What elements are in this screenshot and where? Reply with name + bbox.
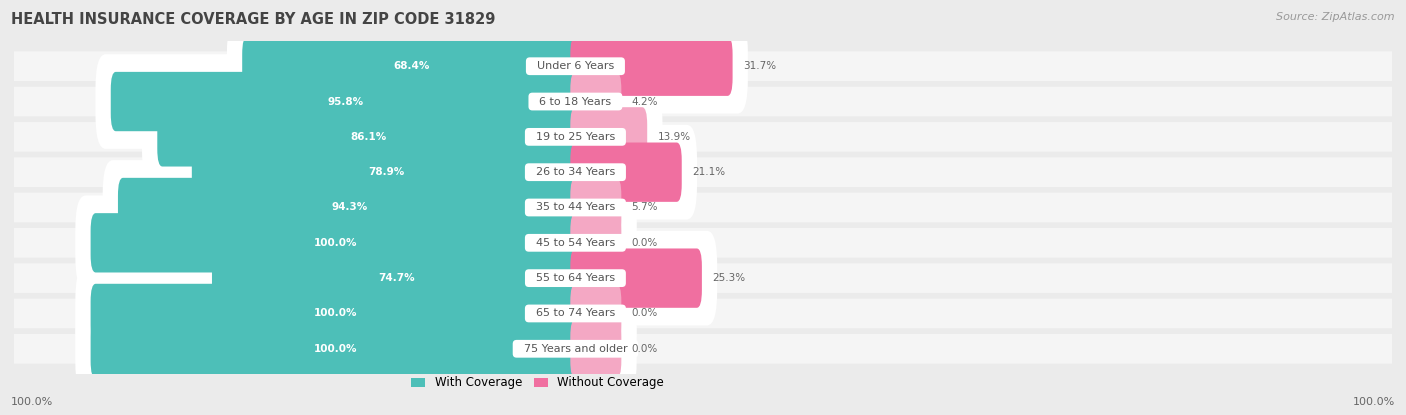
FancyBboxPatch shape <box>142 90 662 184</box>
Text: 0.0%: 0.0% <box>631 238 658 248</box>
FancyBboxPatch shape <box>242 37 581 96</box>
FancyBboxPatch shape <box>571 178 621 237</box>
FancyBboxPatch shape <box>0 228 1406 258</box>
FancyBboxPatch shape <box>0 334 1406 364</box>
Text: 100.0%: 100.0% <box>314 238 357 248</box>
FancyBboxPatch shape <box>96 54 637 149</box>
Text: 94.3%: 94.3% <box>330 203 367 212</box>
FancyBboxPatch shape <box>76 195 637 290</box>
FancyBboxPatch shape <box>571 72 621 131</box>
FancyBboxPatch shape <box>0 87 1406 116</box>
Text: 86.1%: 86.1% <box>350 132 387 142</box>
FancyBboxPatch shape <box>177 125 697 220</box>
FancyBboxPatch shape <box>118 178 581 237</box>
Text: 100.0%: 100.0% <box>11 397 53 407</box>
Text: 68.4%: 68.4% <box>394 61 430 71</box>
FancyBboxPatch shape <box>571 107 647 166</box>
Text: 45 to 54 Years: 45 to 54 Years <box>529 238 621 248</box>
FancyBboxPatch shape <box>571 284 621 343</box>
Text: 19 to 25 Years: 19 to 25 Years <box>529 132 621 142</box>
Text: 55 to 64 Years: 55 to 64 Years <box>529 273 621 283</box>
FancyBboxPatch shape <box>0 263 1406 293</box>
FancyBboxPatch shape <box>226 19 748 114</box>
FancyBboxPatch shape <box>90 319 581 378</box>
FancyBboxPatch shape <box>571 37 733 96</box>
Text: 21.1%: 21.1% <box>692 167 725 177</box>
Text: 65 to 74 Years: 65 to 74 Years <box>529 308 621 318</box>
FancyBboxPatch shape <box>571 213 621 273</box>
Text: HEALTH INSURANCE COVERAGE BY AGE IN ZIP CODE 31829: HEALTH INSURANCE COVERAGE BY AGE IN ZIP … <box>11 12 496 27</box>
Text: 4.2%: 4.2% <box>631 97 658 107</box>
Text: 0.0%: 0.0% <box>631 344 658 354</box>
Text: 25.3%: 25.3% <box>711 273 745 283</box>
FancyBboxPatch shape <box>0 122 1406 152</box>
FancyBboxPatch shape <box>90 284 581 343</box>
Text: 100.0%: 100.0% <box>314 308 357 318</box>
FancyBboxPatch shape <box>76 266 637 361</box>
FancyBboxPatch shape <box>76 301 637 396</box>
FancyBboxPatch shape <box>191 142 581 202</box>
FancyBboxPatch shape <box>0 193 1406 222</box>
FancyBboxPatch shape <box>90 213 581 273</box>
Text: 26 to 34 Years: 26 to 34 Years <box>529 167 621 177</box>
Text: 5.7%: 5.7% <box>631 203 658 212</box>
Text: 74.7%: 74.7% <box>378 273 415 283</box>
Text: 31.7%: 31.7% <box>742 61 776 71</box>
Text: 95.8%: 95.8% <box>328 97 364 107</box>
FancyBboxPatch shape <box>103 160 637 255</box>
Text: Under 6 Years: Under 6 Years <box>530 61 621 71</box>
Text: Source: ZipAtlas.com: Source: ZipAtlas.com <box>1277 12 1395 22</box>
FancyBboxPatch shape <box>212 249 581 308</box>
Text: 13.9%: 13.9% <box>658 132 690 142</box>
FancyBboxPatch shape <box>0 51 1406 81</box>
Legend: With Coverage, Without Coverage: With Coverage, Without Coverage <box>406 372 669 394</box>
FancyBboxPatch shape <box>157 107 581 166</box>
FancyBboxPatch shape <box>571 249 702 308</box>
FancyBboxPatch shape <box>0 299 1406 328</box>
FancyBboxPatch shape <box>0 157 1406 187</box>
FancyBboxPatch shape <box>571 319 621 378</box>
FancyBboxPatch shape <box>197 231 717 325</box>
FancyBboxPatch shape <box>111 72 581 131</box>
FancyBboxPatch shape <box>571 142 682 202</box>
Text: 35 to 44 Years: 35 to 44 Years <box>529 203 621 212</box>
Text: 0.0%: 0.0% <box>631 308 658 318</box>
Text: 78.9%: 78.9% <box>368 167 405 177</box>
Text: 75 Years and older: 75 Years and older <box>516 344 634 354</box>
Text: 100.0%: 100.0% <box>1353 397 1395 407</box>
Text: 6 to 18 Years: 6 to 18 Years <box>533 97 619 107</box>
Text: 100.0%: 100.0% <box>314 344 357 354</box>
